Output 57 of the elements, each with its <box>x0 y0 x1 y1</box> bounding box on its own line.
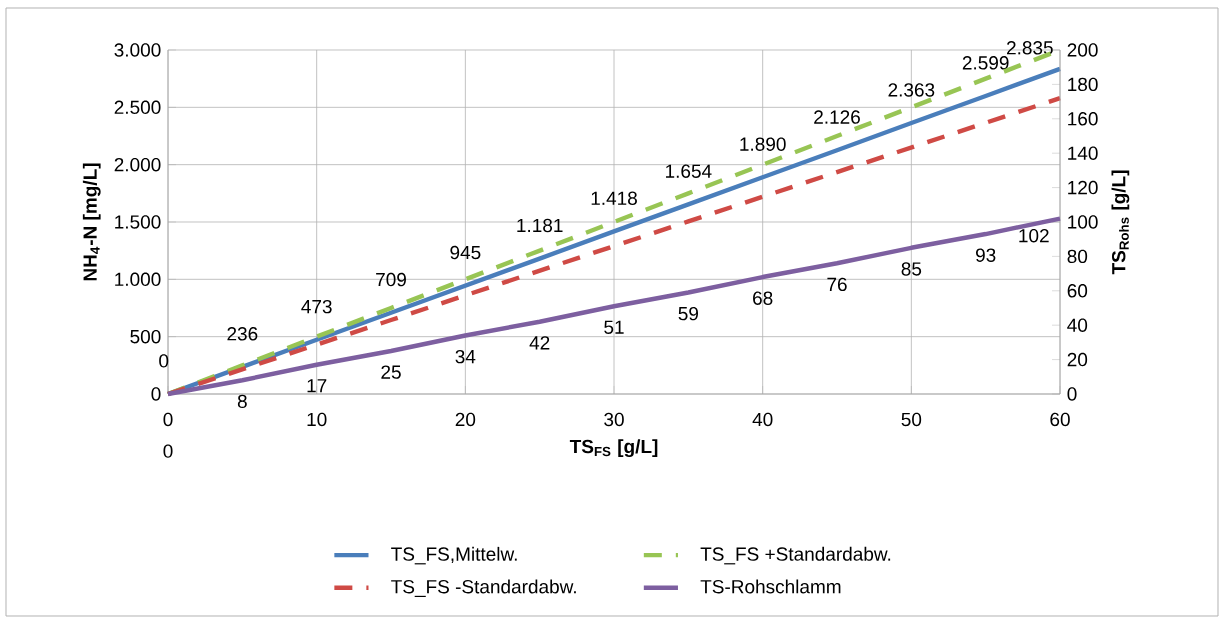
data-label: 51 <box>604 320 624 334</box>
data-label: 1.418 <box>591 191 637 205</box>
y-tick-label: 2.000 <box>114 157 161 172</box>
data-label: 59 <box>678 306 698 321</box>
data-label: 68 <box>753 291 773 305</box>
data-label: 76 <box>827 277 847 292</box>
y2-tick-label: 180 <box>1068 77 1098 92</box>
y2-tick-label: 200 <box>1067 43 1098 57</box>
x-tick-label: 30 <box>604 412 624 427</box>
x-tick-label: 40 <box>752 412 773 427</box>
y-tick-label: 0 <box>151 387 161 401</box>
x-tick-label: 10 <box>307 412 327 427</box>
data-label: 2.363 <box>888 83 935 97</box>
data-label: 102 <box>1019 228 1049 243</box>
data-label: 2.835 <box>1007 41 1053 55</box>
data-label: 34 <box>455 349 476 364</box>
data-label: 17 <box>307 379 327 393</box>
x-tick-label: 20 <box>455 412 476 427</box>
x-tick-label: 50 <box>901 412 922 427</box>
data-label: 2.126 <box>814 110 860 124</box>
data-label: 709 <box>376 272 406 287</box>
y-tick-label: 1.500 <box>115 215 161 229</box>
data-label: 2.599 <box>962 56 1009 70</box>
y2-tick-label: 20 <box>1067 352 1088 367</box>
x-tick-label: 0 <box>163 412 173 427</box>
y2-tick-label: 40 <box>1067 318 1088 332</box>
y2-axis-title: TS$_{Rohs}$ [g/L] <box>1111 170 1130 275</box>
legend-label: TS_FS +Standardabw. <box>700 546 891 565</box>
y2-tick-label: 120 <box>1068 180 1098 195</box>
y2-tick-label: 80 <box>1067 249 1088 264</box>
x-axis-title: TS$_{FS}$ [g/L] <box>569 439 658 458</box>
y2-tick-label: 0 <box>1067 387 1077 401</box>
legend-label: TS-Rohschlamm <box>700 579 841 594</box>
y-tick-label: 3.000 <box>114 43 161 57</box>
legend-label: TS_FS,Mittelw. <box>391 546 517 565</box>
y-axis-title: NH$_{4}$-N [mg/L] <box>82 163 101 281</box>
data-label: 8 <box>237 394 247 409</box>
y2-tick-label: 60 <box>1067 284 1088 298</box>
x-tick-label: 60 <box>1050 412 1070 427</box>
data-label: 236 <box>227 327 258 341</box>
data-label: 42 <box>529 336 550 350</box>
data-label: 1.654 <box>666 164 712 178</box>
y2-tick-label: 100 <box>1068 215 1098 229</box>
y-tick-label: 2.500 <box>114 100 161 115</box>
y2-tick-label: 160 <box>1068 112 1098 126</box>
data-label: 25 <box>381 365 401 379</box>
y2-tick-label: 140 <box>1068 146 1098 160</box>
data-label: 945 <box>450 245 481 260</box>
data-label: 1.181 <box>517 218 563 233</box>
y-tick-label: 500 <box>130 329 161 344</box>
data-label: 0 <box>163 444 173 458</box>
data-label: 85 <box>901 262 922 276</box>
y-tick-label: 1.000 <box>115 272 161 287</box>
data-label: 473 <box>301 299 332 314</box>
data-label: 1.890 <box>740 137 786 151</box>
legend-label: TS_FS -Standardabw. <box>391 579 576 598</box>
data-label: 93 <box>975 248 996 262</box>
